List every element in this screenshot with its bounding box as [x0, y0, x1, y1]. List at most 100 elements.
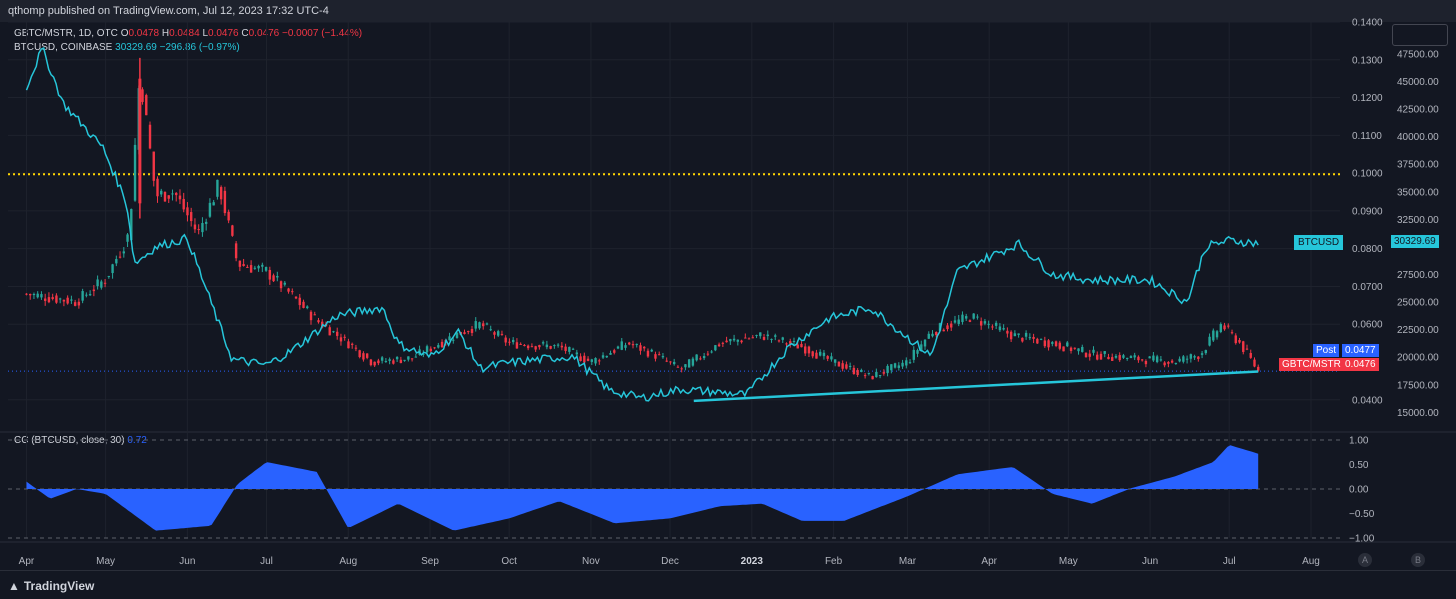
- x-tick-label: Jun: [1142, 556, 1158, 567]
- candle-body: [616, 346, 620, 349]
- candle-body: [238, 260, 242, 267]
- candle-body: [489, 329, 492, 331]
- candle-body: [1144, 360, 1148, 365]
- x-tick-label: Oct: [501, 556, 517, 567]
- candle-body: [467, 331, 470, 333]
- x-tick-label: Jul: [1223, 556, 1236, 567]
- x-tick-label: May: [1059, 556, 1078, 567]
- candle-body: [826, 356, 829, 359]
- candle-body: [1230, 332, 1234, 334]
- candle-body: [302, 301, 305, 308]
- candle-body: [163, 191, 167, 202]
- candle-body: [1242, 341, 1245, 352]
- candle-body: [695, 354, 698, 361]
- corner-button-a[interactable]: A: [1358, 553, 1372, 567]
- candle-body: [519, 343, 522, 345]
- x-tick-label: Aug: [1302, 556, 1320, 567]
- candle-body: [264, 266, 268, 271]
- candle-body: [897, 365, 901, 368]
- candle-body: [231, 225, 234, 236]
- candle-body: [279, 281, 283, 289]
- candle-body: [538, 345, 541, 348]
- candle-body: [575, 352, 579, 355]
- candle-body: [515, 342, 519, 349]
- btc-y-tick-label: 37500.00: [1397, 160, 1439, 171]
- candle-body: [1028, 337, 1032, 339]
- candle-body: [646, 350, 650, 357]
- candle-body: [744, 337, 747, 339]
- candle-body: [272, 275, 275, 282]
- candle-body: [103, 282, 107, 284]
- candle-body: [474, 321, 477, 329]
- candle-body: [70, 299, 73, 301]
- candle-body: [1069, 347, 1073, 351]
- candle-body: [452, 339, 455, 341]
- candle-body: [691, 358, 695, 366]
- candle-body: [422, 353, 425, 355]
- candle-body: [145, 95, 148, 116]
- candle-body: [777, 340, 781, 342]
- candle-body: [1129, 356, 1133, 359]
- candle-body: [1077, 348, 1080, 352]
- candle-body: [246, 266, 249, 268]
- change-value: −0.0007 (−1.44%): [282, 28, 363, 39]
- btc-y-tick-label: 35000.00: [1397, 187, 1439, 198]
- candle-body: [1238, 339, 1241, 343]
- candle-body: [526, 345, 530, 349]
- candle-body: [860, 369, 863, 372]
- candle-body: [253, 267, 257, 269]
- candle-body: [40, 294, 43, 298]
- candle-body: [407, 356, 410, 360]
- candle-body: [1227, 325, 1230, 327]
- candle-body: [845, 364, 848, 369]
- publish-info: qthomp published on TradingView.com, Jul…: [8, 5, 329, 17]
- y-tick-label: 0.0900: [1352, 206, 1383, 217]
- candle-body: [58, 298, 62, 300]
- candle-body: [792, 340, 796, 342]
- tradingview-logo[interactable]: ▲ TradingView: [8, 579, 94, 593]
- candle-body: [268, 269, 272, 280]
- candle-body: [1223, 325, 1226, 330]
- low-value: 0.0476: [208, 28, 239, 39]
- indicator-name[interactable]: CC (BTCUSD, close, 30): [14, 435, 125, 446]
- candle-body: [493, 332, 496, 335]
- toolbar-box[interactable]: [1392, 24, 1448, 46]
- high-value: 0.0484: [169, 28, 200, 39]
- candle-body: [1197, 356, 1200, 360]
- btc-y-tick-label: 17500.00: [1397, 380, 1439, 391]
- candle-body: [388, 359, 391, 361]
- candle-body: [732, 338, 736, 341]
- candle-body: [631, 344, 635, 346]
- candle-body: [350, 343, 354, 345]
- candle-body: [1013, 333, 1017, 337]
- overlay-symbol[interactable]: BTCUSD, COINBASE: [14, 42, 113, 53]
- btc-y-tick-label: 25000.00: [1397, 298, 1439, 309]
- candle-body: [1066, 342, 1069, 347]
- candle-body: [863, 375, 867, 377]
- candle-body: [384, 361, 388, 363]
- cc-y-tick-label: −0.50: [1349, 509, 1375, 520]
- footer: ▲ TradingView: [0, 570, 1456, 599]
- main-symbol[interactable]: GBTC/MSTR, 1D, OTC: [14, 28, 118, 39]
- x-tick-label: Jul: [260, 556, 273, 567]
- candle-body: [276, 276, 279, 278]
- candle-body: [639, 345, 642, 351]
- candle-body: [781, 337, 784, 340]
- candle-body: [680, 368, 683, 370]
- open-label: O: [120, 28, 129, 39]
- candle-body: [197, 229, 200, 231]
- btc-tag: BTCUSD: [1294, 235, 1344, 250]
- candle-body: [762, 336, 766, 340]
- y-tick-label: 0.0700: [1352, 282, 1383, 293]
- y-tick-label: 0.0800: [1352, 244, 1383, 255]
- candle-body: [313, 314, 316, 316]
- chart-canvas[interactable]: Apr May Jun Jul Aug Sep Oct Nov Dec 2023 Feb Mar Apr…: [0, 0, 1456, 570]
- candle-body: [736, 339, 740, 342]
- candle-body: [373, 361, 376, 366]
- candle-body: [714, 345, 717, 351]
- candle-body: [747, 338, 751, 340]
- btc-y-tick-label: 20000.00: [1397, 353, 1439, 364]
- corner-button-b[interactable]: B: [1411, 553, 1425, 567]
- candle-body: [811, 351, 814, 357]
- btc-y-tick-label: 27500.00: [1397, 270, 1439, 281]
